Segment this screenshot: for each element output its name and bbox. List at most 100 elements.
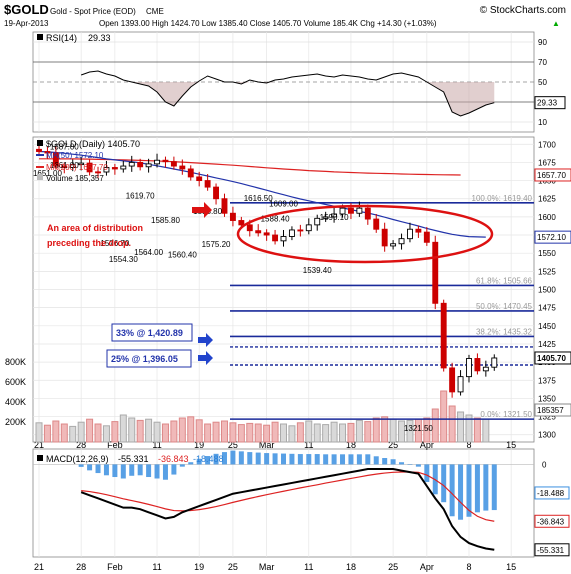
x-axis-label: Feb: [107, 562, 123, 572]
close-value: 1405.70: [537, 354, 566, 363]
volume-bar: [355, 419, 363, 443]
candle-body: [128, 161, 135, 167]
macd-histogram-bar: [483, 464, 489, 511]
x-axis-label: 25: [388, 562, 398, 572]
macd-histogram-bar: [188, 462, 194, 465]
x-axis-label: 15: [506, 440, 516, 450]
price-point-label: 1609.00: [269, 199, 298, 208]
volume-tick-label: 400K: [5, 397, 26, 407]
candle-body: [297, 229, 304, 232]
x-axis-label: 21: [34, 562, 44, 572]
candle-body: [145, 163, 152, 168]
macd-histogram-bar: [171, 464, 177, 475]
volume-bar: [94, 423, 102, 443]
volume-legend: Volume 185,357: [46, 174, 104, 183]
macd-histogram-bar: [221, 452, 227, 465]
candle-body: [280, 236, 287, 242]
candle-body: [36, 148, 42, 152]
close-box: [534, 351, 571, 365]
volume-bar: [170, 420, 178, 443]
price-point-label: 1321.50: [404, 424, 433, 433]
candle-body: [238, 220, 245, 226]
x-axis-label: 25: [228, 562, 238, 572]
x-axis-label: 11: [152, 562, 161, 572]
macd-value: -55.331: [118, 454, 149, 464]
volume-bar: [322, 424, 330, 443]
hist-value: -18.488: [193, 454, 224, 464]
macd-histogram-bar: [458, 464, 464, 520]
volume-bar: [482, 418, 490, 443]
blue-arrow-icon: [198, 333, 213, 347]
fib-label: 61.8%: 1505.66: [476, 276, 533, 285]
macd-histogram-bar: [247, 452, 253, 465]
macd-histogram-bar: [297, 454, 303, 465]
volume-bar: [86, 418, 94, 443]
fib-label: 38.2%: 1435.32: [476, 327, 533, 336]
macd-histogram-bar: [390, 459, 396, 465]
price-point-label: 1560.40: [168, 251, 197, 260]
macd-value-box: [534, 543, 570, 557]
macd-histogram-bar: [323, 454, 329, 465]
retracement-33-label: 33% @ 1,420.89: [116, 328, 183, 338]
macd-value-label: -55.331: [537, 546, 565, 555]
price-tick-label: 1375: [538, 376, 556, 385]
macd-histogram-bar: [399, 462, 405, 465]
macd-histogram-bar: [289, 453, 295, 465]
candle-body: [221, 198, 228, 214]
candle-body: [474, 358, 481, 372]
volume-bar: [60, 423, 68, 443]
volume-bar: [220, 420, 228, 443]
x-axis-label: Mar: [259, 440, 275, 450]
macd-histogram-bar: [340, 454, 346, 465]
macd-histogram-bar: [103, 464, 109, 476]
annotation-line-1: An area of distribution: [47, 223, 143, 233]
ma200-legend: MA(200) 1657.70: [46, 163, 108, 172]
price-point-label: 1554.30: [109, 255, 138, 264]
candle-body: [111, 167, 118, 170]
volume-bar: [398, 420, 406, 443]
macd-histogram-bar: [205, 456, 211, 465]
candle-body: [305, 224, 312, 232]
x-axis-label: 11: [152, 440, 161, 450]
candle-body: [52, 152, 59, 167]
candle-body: [137, 161, 144, 168]
macd-histogram-bar: [137, 464, 143, 476]
price-point-label: 1687.00: [50, 143, 79, 152]
macd-histogram-bar: [146, 464, 152, 478]
volume-bar: [204, 423, 212, 443]
candle-body: [322, 216, 329, 219]
macd-histogram-bar: [196, 458, 202, 465]
macd-histogram-bar: [474, 464, 480, 513]
price-point-label: 1588.40: [261, 214, 290, 223]
price-tick-label: 1550: [538, 249, 556, 258]
macd-histogram-bar: [348, 454, 354, 465]
rsi-tick-label: 50: [538, 78, 547, 87]
volume-bar: [423, 417, 431, 443]
fib-label: 50.0%: 1470.45: [476, 302, 533, 311]
price-point-label: 1585.80: [151, 216, 180, 225]
volume-value: 185357: [537, 406, 564, 415]
hist-value-box: [534, 486, 570, 500]
x-axis-label: 21: [34, 440, 44, 450]
signal-line: [81, 471, 495, 522]
macd-label: MACD(12,26,9): [46, 454, 109, 464]
candle-body: [179, 165, 186, 170]
volume-bar: [263, 424, 271, 443]
macd-histogram-bar: [314, 454, 320, 465]
candle-body: [398, 238, 405, 245]
volume-bar: [431, 408, 439, 443]
volume-tick-label: 800K: [5, 357, 26, 367]
candle-body: [154, 159, 160, 165]
macd-line: [80, 468, 495, 551]
candle-body: [381, 228, 388, 247]
candle-body: [170, 161, 177, 167]
price-tick-label: 1600: [538, 213, 556, 222]
macd-histogram-bar: [238, 451, 244, 465]
rsi-tick-label: 70: [538, 58, 547, 67]
price-point-label: 1661.80: [50, 161, 79, 170]
price-legend-title: $GOLD (Daily) 1405.70: [46, 139, 140, 149]
macd-histogram-bar: [382, 458, 388, 465]
candle-body: [69, 164, 76, 168]
retracement-33-box: 33% @ 1,420.89: [111, 323, 213, 347]
rsi-label: RSI(14): [46, 33, 77, 43]
